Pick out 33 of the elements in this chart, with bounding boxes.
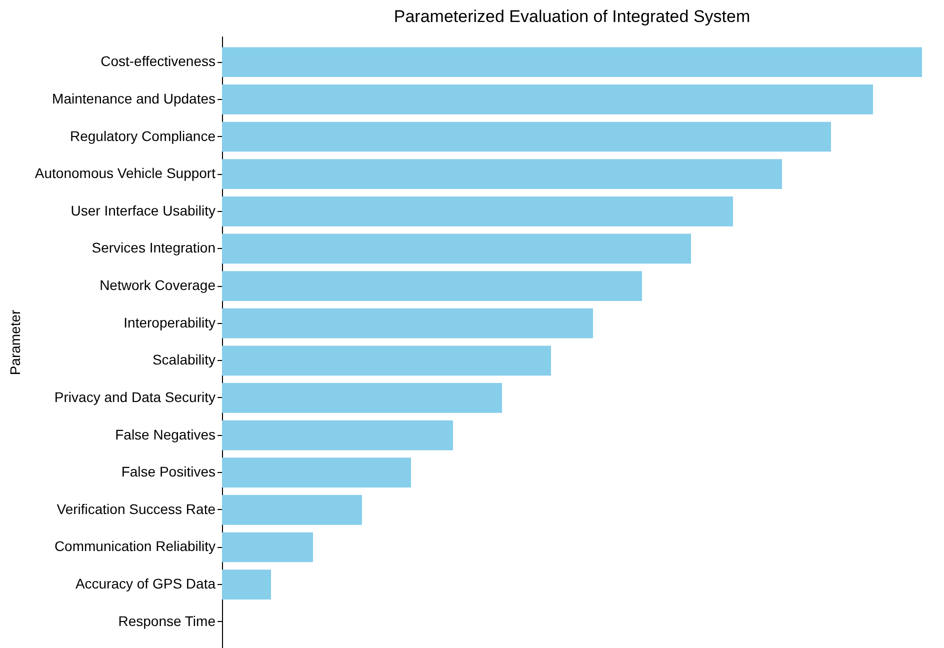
y-tick-label: Services Integration	[92, 240, 216, 256]
bar	[222, 122, 831, 152]
y-tick-label: Interoperability	[124, 314, 216, 330]
y-tick-label: Verification Success Rate	[56, 500, 216, 517]
bar	[222, 308, 593, 338]
bar	[222, 47, 922, 78]
bar	[222, 84, 873, 114]
y-tick-label: Maintenance and Updates	[52, 90, 216, 106]
y-tick-label: Privacy and Data Security	[54, 388, 216, 405]
y-tick-label: False Negatives	[115, 426, 216, 442]
y-tick-label: Response Time	[118, 612, 216, 629]
y-tick-label: Accuracy of GPS Data	[75, 576, 216, 592]
y-tick-label: False Positives	[121, 464, 216, 480]
bar	[222, 271, 642, 301]
y-tick-label: User Interface Usability	[70, 202, 216, 218]
bar	[222, 458, 411, 488]
y-tick-label: Regulatory Compliance	[70, 128, 216, 144]
y-tick-label: Autonomous Vehicle Support	[34, 165, 216, 182]
bar	[222, 346, 551, 376]
bar	[222, 420, 453, 450]
bar	[222, 159, 782, 189]
y-tick-label: Cost-effectiveness	[100, 53, 216, 70]
y-tick-label: Network Coverage	[100, 277, 216, 294]
bar	[222, 383, 502, 413]
chart-title: Parameterized Evaluation of Integrated System	[394, 7, 750, 26]
bar	[222, 196, 733, 226]
bar	[222, 234, 691, 264]
bar	[222, 570, 271, 600]
y-tick-label: Communication Reliability	[54, 538, 216, 554]
bar	[222, 495, 362, 525]
bar	[222, 532, 313, 562]
y-tick-label: Scalability	[152, 352, 216, 368]
y-axis-title: Parameter	[6, 309, 23, 376]
